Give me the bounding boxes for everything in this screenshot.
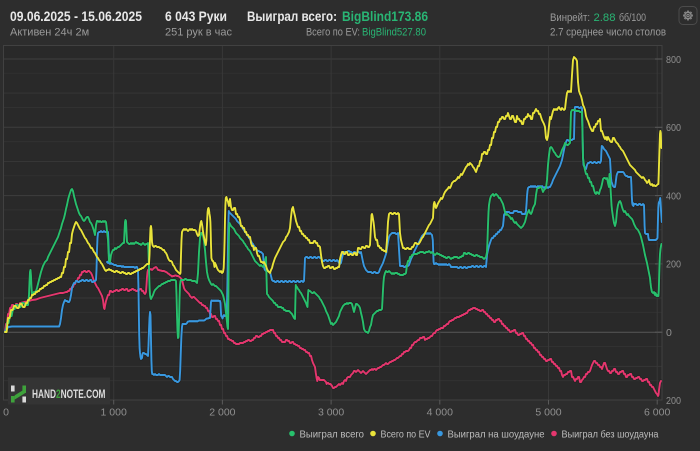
svg-text:HAND2NOTE.COM: HAND2NOTE.COM	[32, 389, 106, 401]
svg-text:Всего по EV: Всего по EV	[381, 429, 431, 441]
svg-text:200: 200	[666, 395, 681, 407]
svg-text:200: 200	[666, 259, 681, 271]
svg-text:BigBlind173.86: BigBlind173.86	[342, 8, 428, 24]
svg-text:09.06.2025 - 15.06.2025: 09.06.2025 - 15.06.2025	[10, 8, 142, 24]
svg-text:6 043 Руки: 6 043 Руки	[165, 8, 227, 24]
svg-text:6 000: 6 000	[644, 407, 670, 419]
svg-text:1 000: 1 000	[101, 407, 127, 419]
svg-text:4 000: 4 000	[427, 407, 453, 419]
svg-text:0: 0	[3, 407, 9, 419]
svg-text:600: 600	[666, 122, 681, 134]
svg-text:бб/100: бб/100	[619, 12, 646, 24]
svg-text:Всего по EV:: Всего по EV:	[306, 27, 360, 39]
svg-text:800: 800	[666, 54, 681, 66]
svg-text:2.88: 2.88	[594, 12, 616, 24]
svg-text:3 000: 3 000	[318, 407, 344, 419]
svg-text:2.7 среднее число столов: 2.7 среднее число столов	[550, 27, 666, 39]
svg-text:Выиграл без шоудауна: Выиграл без шоудауна	[562, 429, 659, 441]
svg-text:Выиграл всего: Выиграл всего	[300, 429, 365, 441]
svg-text:0: 0	[666, 327, 672, 339]
svg-text:Выиграл на шоудауне: Выиграл на шоудауне	[448, 429, 545, 441]
svg-text:5 000: 5 000	[535, 407, 561, 419]
svg-text:400: 400	[666, 190, 681, 202]
svg-text:BigBlind527.80: BigBlind527.80	[362, 27, 426, 39]
svg-text:251 рук в час: 251 рук в час	[165, 27, 233, 39]
svg-text:Винрейт:: Винрейт:	[550, 12, 590, 24]
svg-text:Выиграл всего:: Выиграл всего:	[247, 8, 337, 24]
svg-text:2 000: 2 000	[209, 407, 235, 419]
svg-text:Активен 24ч 2м: Активен 24ч 2м	[10, 27, 89, 39]
